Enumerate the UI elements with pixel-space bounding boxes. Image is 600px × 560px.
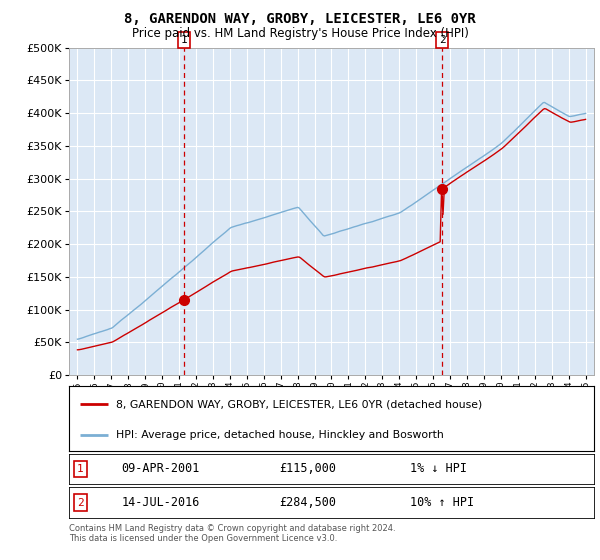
- Text: 8, GARENDON WAY, GROBY, LEICESTER, LE6 0YR: 8, GARENDON WAY, GROBY, LEICESTER, LE6 0…: [124, 12, 476, 26]
- Text: 09-APR-2001: 09-APR-2001: [121, 463, 200, 475]
- Text: 8, GARENDON WAY, GROBY, LEICESTER, LE6 0YR (detached house): 8, GARENDON WAY, GROBY, LEICESTER, LE6 0…: [116, 399, 482, 409]
- Text: 10% ↑ HPI: 10% ↑ HPI: [410, 496, 475, 509]
- Text: 2: 2: [77, 498, 84, 507]
- Text: HPI: Average price, detached house, Hinckley and Bosworth: HPI: Average price, detached house, Hinc…: [116, 430, 444, 440]
- Text: 2: 2: [439, 35, 446, 45]
- Text: £284,500: £284,500: [279, 496, 336, 509]
- Text: 14-JUL-2016: 14-JUL-2016: [121, 496, 200, 509]
- Text: 1: 1: [180, 35, 187, 45]
- Text: £115,000: £115,000: [279, 463, 336, 475]
- Text: Contains HM Land Registry data © Crown copyright and database right 2024.
This d: Contains HM Land Registry data © Crown c…: [69, 524, 395, 543]
- Text: 1: 1: [77, 464, 84, 474]
- Text: 1% ↓ HPI: 1% ↓ HPI: [410, 463, 467, 475]
- Text: Price paid vs. HM Land Registry's House Price Index (HPI): Price paid vs. HM Land Registry's House …: [131, 27, 469, 40]
